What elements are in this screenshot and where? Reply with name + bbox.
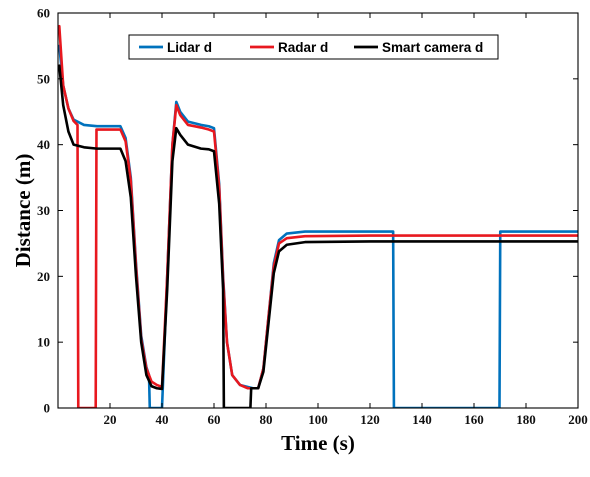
legend-box	[128, 34, 499, 60]
x-tick-label: 60	[208, 412, 221, 427]
y-tick-label: 50	[37, 71, 50, 86]
y-tick-label: 10	[37, 335, 50, 350]
y-axis-title: Distance (m)	[11, 154, 35, 268]
series-lines	[58, 24, 578, 408]
x-tick-label: 180	[516, 412, 536, 427]
y-tick-label: 0	[44, 401, 51, 416]
x-tick-label: 160	[464, 412, 484, 427]
y-tick-label: 60	[37, 6, 50, 21]
x-tick-label: 20	[104, 412, 117, 427]
x-tick-label: 80	[260, 412, 273, 427]
x-tick-label: 120	[360, 412, 380, 427]
legend-label-2: Smart camera d	[382, 40, 483, 55]
legend-label-0: Lidar d	[167, 40, 212, 55]
y-tick-label: 40	[37, 137, 50, 152]
x-tick-label: 140	[412, 412, 432, 427]
plot-area	[58, 24, 578, 408]
x-tick-label: 100	[308, 412, 328, 427]
axes: 20 40 60 80 100 120 140 160 180 200 0 10 20 30 40 50 60	[37, 6, 588, 428]
series-line-2	[58, 64, 578, 408]
y-tick-label: 30	[37, 203, 50, 218]
legend: Lidar d Radar d Smart camera d	[128, 34, 499, 60]
y-tick-label: 20	[37, 269, 50, 284]
x-axis-title: Time (s)	[281, 431, 355, 455]
x-tick-label: 200	[568, 412, 588, 427]
legend-label-1: Radar d	[278, 40, 328, 55]
series-line-0	[58, 44, 578, 408]
x-tick-label: 40	[156, 412, 169, 427]
